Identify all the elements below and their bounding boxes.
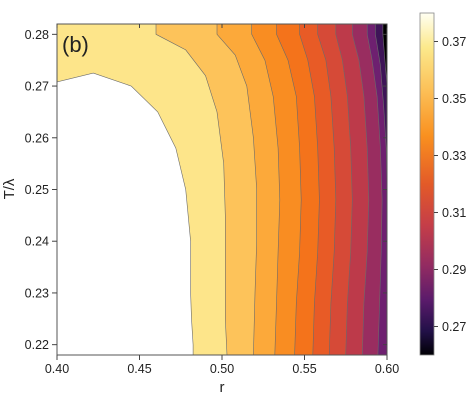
colorbar: 0.37 0.35 0.33 0.31 0.29 0.27 bbox=[419, 12, 466, 356]
colorbar-tick-label: 0.35 bbox=[442, 92, 466, 106]
plot-area bbox=[56, 23, 388, 356]
x-tick-label: 0.50 bbox=[210, 362, 234, 376]
contour-band-0.305 bbox=[382, 24, 387, 355]
y-tick-label: 0.22 bbox=[25, 338, 49, 352]
x-tick-label: 0.45 bbox=[127, 362, 151, 376]
contour-fills bbox=[57, 24, 387, 355]
colorbar-tick-label: 0.33 bbox=[442, 149, 466, 163]
colorbar-tick-label: 0.37 bbox=[442, 35, 466, 49]
y-tick-label: 0.25 bbox=[25, 183, 49, 197]
colorbar-tick-label: 0.27 bbox=[442, 320, 466, 334]
contour-band-0.31 bbox=[375, 24, 387, 355]
x-tick-label: 0.60 bbox=[375, 362, 399, 376]
colorbar-gradient bbox=[419, 12, 435, 356]
y-tick-label: 0.24 bbox=[25, 235, 49, 249]
x-tick-label: 0.55 bbox=[292, 362, 316, 376]
panel-label: (b) bbox=[62, 32, 89, 57]
y-tick-label: 0.26 bbox=[25, 131, 49, 145]
y-tick-label: 0.27 bbox=[25, 80, 49, 94]
x-tick-label: 0.40 bbox=[45, 362, 69, 376]
contour-band-0.315 bbox=[366, 24, 387, 355]
colorbar-tick-label: 0.31 bbox=[442, 206, 466, 220]
x-axis-ticks: 0.40 0.45 0.50 0.55 0.60 bbox=[45, 24, 399, 376]
x-axis-title: r bbox=[220, 379, 225, 396]
y-tick-label: 0.23 bbox=[25, 286, 49, 300]
y-axis-title: T/λ bbox=[1, 178, 18, 199]
y-axis-ticks: 0.22 0.23 0.24 0.25 0.26 0.27 0.28 bbox=[25, 28, 387, 352]
colorbar-ticks: 0.37 0.35 0.33 0.31 0.29 0.27 bbox=[434, 35, 466, 334]
y-tick-label: 0.28 bbox=[25, 28, 49, 42]
colorbar-tick-label: 0.29 bbox=[442, 263, 466, 277]
